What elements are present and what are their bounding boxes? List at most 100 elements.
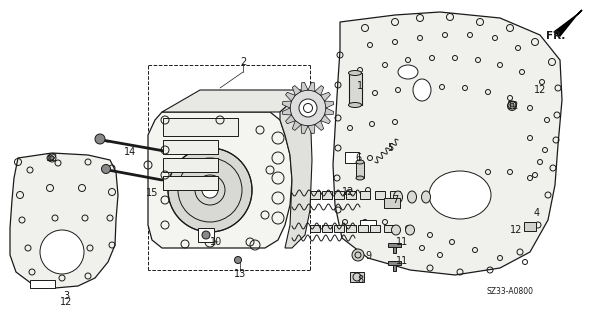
Bar bbox=[346, 225, 356, 232]
Bar bbox=[310, 225, 320, 232]
Bar bbox=[384, 198, 400, 208]
Text: 15: 15 bbox=[146, 188, 158, 198]
Bar bbox=[356, 162, 364, 178]
Text: 6: 6 bbox=[355, 153, 361, 163]
Text: SZ33-A0800: SZ33-A0800 bbox=[486, 287, 534, 297]
Bar bbox=[310, 191, 320, 199]
Text: 12: 12 bbox=[60, 297, 72, 307]
Bar bbox=[384, 225, 394, 232]
Ellipse shape bbox=[406, 225, 415, 235]
Polygon shape bbox=[292, 121, 301, 131]
Text: 11: 11 bbox=[396, 237, 408, 247]
Polygon shape bbox=[10, 153, 118, 288]
Text: 4: 4 bbox=[534, 208, 540, 218]
Bar bbox=[163, 176, 218, 190]
Bar bbox=[388, 243, 401, 247]
Circle shape bbox=[352, 249, 364, 261]
Ellipse shape bbox=[429, 171, 491, 219]
Bar bbox=[360, 220, 376, 232]
Circle shape bbox=[202, 182, 218, 198]
Circle shape bbox=[101, 164, 110, 173]
Ellipse shape bbox=[356, 176, 364, 180]
Polygon shape bbox=[325, 108, 334, 115]
Text: 12: 12 bbox=[342, 187, 354, 197]
Circle shape bbox=[50, 156, 54, 160]
Text: FR.: FR. bbox=[546, 31, 565, 41]
Circle shape bbox=[95, 134, 105, 144]
Ellipse shape bbox=[407, 191, 416, 203]
Ellipse shape bbox=[349, 102, 362, 108]
Bar bbox=[346, 191, 356, 199]
Bar bbox=[163, 158, 218, 172]
Bar bbox=[322, 225, 332, 232]
Text: 13: 13 bbox=[234, 269, 246, 279]
Polygon shape bbox=[286, 92, 295, 101]
Bar bbox=[375, 191, 385, 199]
Text: 12: 12 bbox=[534, 85, 546, 95]
Text: 12: 12 bbox=[510, 225, 522, 235]
Bar bbox=[198, 228, 214, 242]
Ellipse shape bbox=[398, 65, 418, 79]
Circle shape bbox=[40, 230, 84, 274]
Circle shape bbox=[290, 90, 326, 126]
Bar bbox=[163, 140, 218, 154]
Ellipse shape bbox=[349, 70, 362, 76]
Polygon shape bbox=[315, 85, 323, 95]
Bar bbox=[393, 261, 396, 271]
Polygon shape bbox=[320, 92, 331, 101]
Ellipse shape bbox=[422, 191, 431, 203]
Polygon shape bbox=[301, 82, 308, 92]
Bar bbox=[390, 191, 400, 199]
Bar bbox=[163, 118, 238, 136]
Polygon shape bbox=[162, 90, 305, 112]
Polygon shape bbox=[333, 12, 562, 275]
Bar bbox=[334, 191, 344, 199]
Polygon shape bbox=[308, 82, 315, 92]
Polygon shape bbox=[148, 112, 292, 248]
Bar bbox=[350, 272, 364, 282]
Text: 8: 8 bbox=[357, 275, 363, 285]
Bar bbox=[334, 225, 344, 232]
Circle shape bbox=[299, 99, 317, 117]
Text: 5: 5 bbox=[387, 143, 393, 153]
Bar bbox=[393, 243, 396, 253]
Bar bbox=[30, 280, 55, 288]
Bar bbox=[322, 191, 332, 199]
Text: 2: 2 bbox=[240, 57, 246, 67]
Polygon shape bbox=[280, 90, 312, 248]
Ellipse shape bbox=[413, 79, 431, 101]
Bar bbox=[370, 225, 380, 232]
Ellipse shape bbox=[356, 160, 364, 164]
Polygon shape bbox=[554, 10, 582, 36]
Polygon shape bbox=[282, 108, 291, 115]
Circle shape bbox=[202, 231, 210, 239]
Text: 10: 10 bbox=[210, 237, 222, 247]
Polygon shape bbox=[315, 121, 323, 131]
Bar bbox=[388, 261, 401, 265]
Circle shape bbox=[234, 257, 241, 263]
Text: 1: 1 bbox=[357, 81, 363, 91]
Text: 12: 12 bbox=[507, 101, 519, 111]
Polygon shape bbox=[286, 115, 295, 124]
Ellipse shape bbox=[394, 191, 403, 203]
Bar bbox=[524, 222, 536, 231]
Text: 14: 14 bbox=[124, 147, 136, 157]
Polygon shape bbox=[301, 124, 308, 134]
Text: 9: 9 bbox=[365, 251, 371, 261]
Polygon shape bbox=[308, 124, 315, 134]
Ellipse shape bbox=[392, 225, 401, 235]
Bar bbox=[349, 73, 362, 105]
Bar bbox=[358, 225, 368, 232]
Text: 11: 11 bbox=[396, 256, 408, 266]
Polygon shape bbox=[325, 101, 334, 108]
Bar bbox=[360, 191, 370, 199]
Circle shape bbox=[168, 148, 252, 232]
Polygon shape bbox=[292, 85, 301, 95]
Text: 3: 3 bbox=[63, 291, 69, 301]
Circle shape bbox=[510, 103, 514, 107]
Polygon shape bbox=[320, 115, 331, 124]
Bar bbox=[345, 152, 359, 163]
Polygon shape bbox=[282, 101, 291, 108]
Text: 12: 12 bbox=[46, 153, 58, 163]
Text: 7: 7 bbox=[392, 195, 398, 205]
